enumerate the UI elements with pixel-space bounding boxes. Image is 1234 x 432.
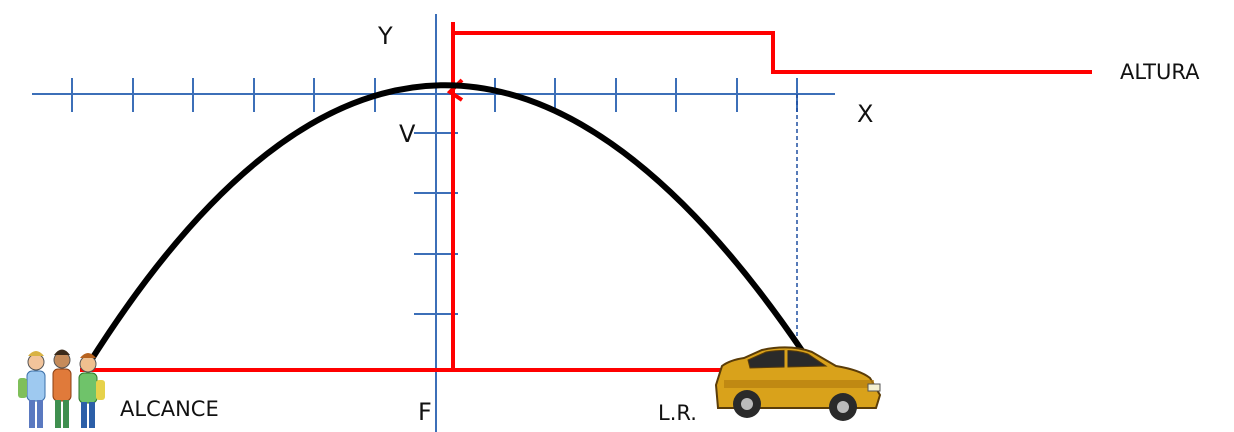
y-axis-label: Y [377,22,393,50]
focus-label: F [418,398,432,426]
vertex-label: V [399,120,416,148]
car-icon [714,346,882,421]
lado-recto-label: L.R. [658,401,697,425]
parabola-curve [85,82,806,368]
x-axis-label: X [857,100,873,128]
y-axis-ticks [414,132,458,315]
altura-bracket-line [453,31,1092,74]
people-group-icon [18,349,105,428]
altura-label: ALTURA [1120,60,1200,84]
alcance-label: ALCANCE [120,397,219,421]
